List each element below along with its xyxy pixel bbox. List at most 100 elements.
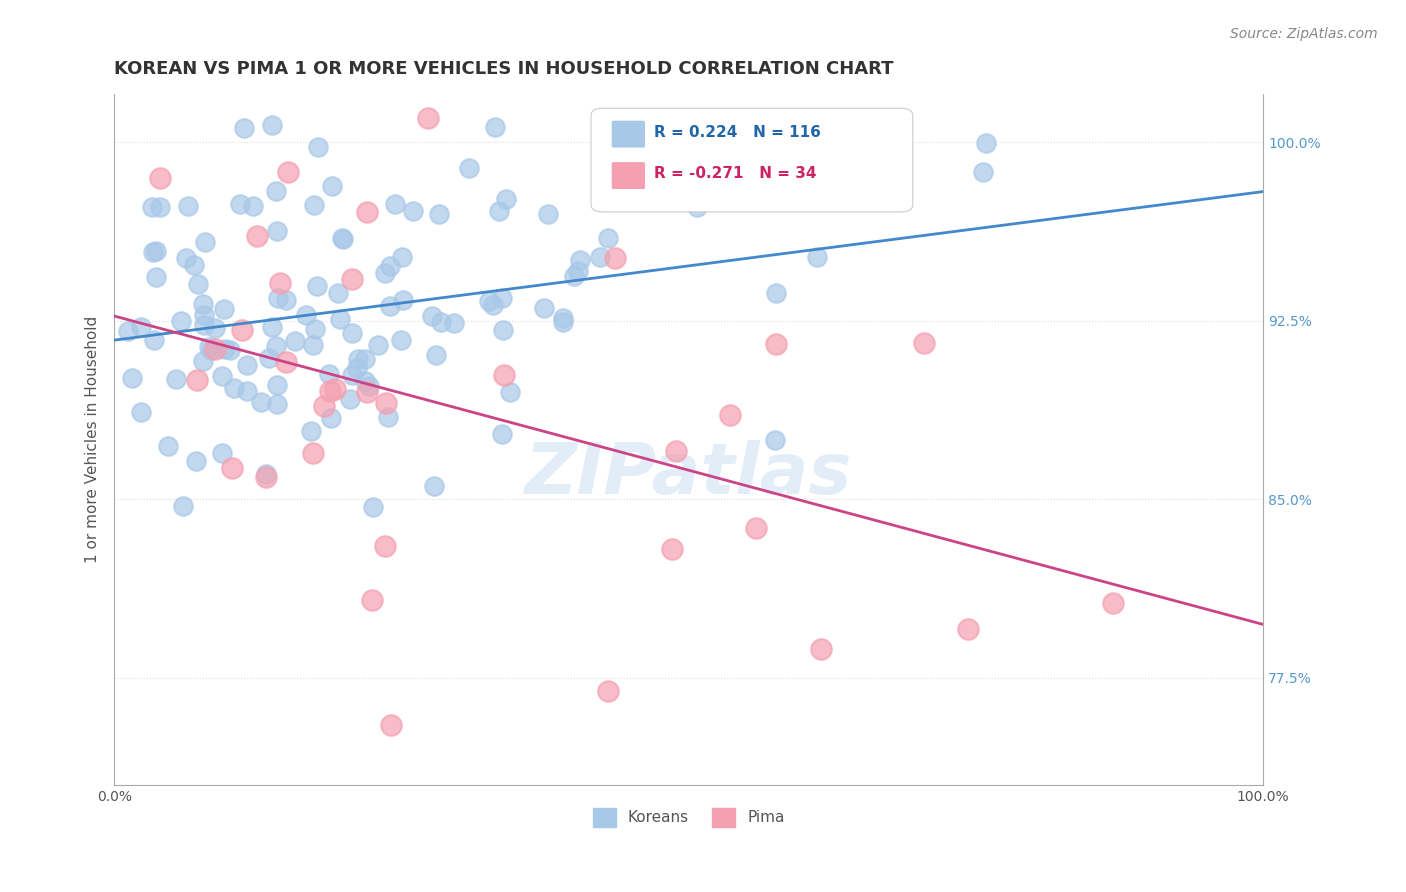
Point [340,271,363,285]
Point [745,521,768,535]
Point [231,323,253,337]
Point [269,276,291,290]
Point [117,324,139,338]
Point [222,381,245,395]
Point [498,384,520,399]
Point [183,259,205,273]
Point [145,270,167,285]
Point [193,318,215,333]
Point [184,454,207,468]
Point [422,309,444,323]
Point [284,334,307,348]
Point [346,361,368,376]
Point [193,308,215,322]
Point [218,343,240,358]
Point [567,264,589,278]
Point [145,244,167,258]
Point [321,179,343,194]
Point [245,229,267,244]
Point [378,259,401,273]
Point [165,371,187,385]
Point [443,316,465,330]
Point [912,336,935,351]
Point [763,433,786,447]
Point [589,250,612,264]
Point [186,373,208,387]
Point [141,200,163,214]
Point [562,268,585,283]
Point [357,379,380,393]
Point [174,251,197,265]
Point [377,409,399,424]
Point [254,467,277,481]
Point [488,204,510,219]
Point [551,315,574,329]
Point [266,184,288,198]
Point [323,382,346,396]
Point [972,165,994,179]
Point [378,299,401,313]
Point [339,392,361,406]
Point [458,161,481,175]
Point [765,337,787,351]
Point [367,338,389,352]
Point [329,311,352,326]
Point [380,717,402,731]
Point [187,277,209,291]
Point [810,642,832,657]
Text: R = -0.271   N = 34: R = -0.271 N = 34 [654,167,817,181]
Point [204,342,226,356]
Point [491,291,513,305]
Point [974,136,997,150]
Point [596,231,619,245]
Point [299,424,322,438]
Point [200,343,222,357]
Point [262,319,284,334]
Point [374,266,396,280]
Point [346,352,368,367]
Point [401,204,423,219]
Point [718,408,741,422]
Point [553,310,575,325]
Point [254,469,277,483]
Point [478,293,501,308]
Point [156,438,179,452]
Point [537,207,560,221]
Point [491,323,513,337]
Point [266,291,288,305]
Point [765,285,787,300]
Point [304,322,326,336]
Text: KOREAN VS PIMA 1 OR MORE VEHICLES IN HOUSEHOLD CORRELATION CHART: KOREAN VS PIMA 1 OR MORE VEHICLES IN HOU… [114,60,894,78]
Point [142,244,165,259]
Point [494,368,516,383]
Point [204,321,226,335]
Point [685,201,707,215]
Point [423,479,446,493]
Point [170,314,193,328]
Point [305,279,328,293]
Point [429,207,451,221]
Point [665,444,688,458]
Legend: Koreans, Pima: Koreans, Pima [586,802,790,833]
Point [250,395,273,409]
Point [956,622,979,636]
Point [391,250,413,264]
Point [194,235,217,249]
Point [177,199,200,213]
Point [304,198,326,212]
Point [356,384,378,399]
Point [495,192,517,206]
Point [149,171,172,186]
FancyBboxPatch shape [612,120,645,147]
Point [233,120,256,135]
Point [301,338,323,352]
Y-axis label: 1 or more Vehicles in Household: 1 or more Vehicles in Household [86,316,100,564]
Point [266,396,288,410]
Point [332,231,354,245]
Point [211,446,233,460]
Point [353,374,375,388]
Point [221,461,243,475]
Point [340,326,363,340]
Point [276,355,298,369]
Point [277,165,299,179]
